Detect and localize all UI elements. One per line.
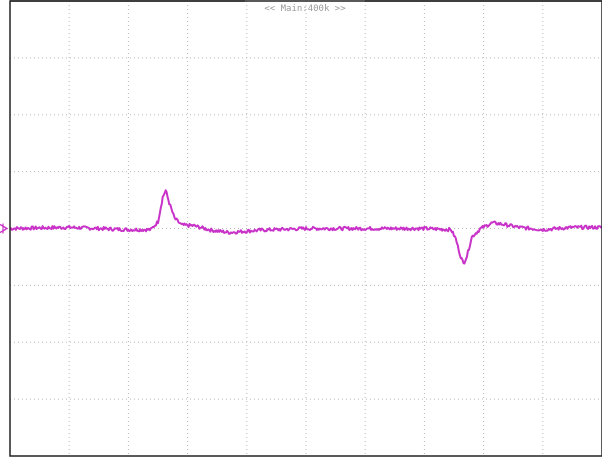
- graticule-frame: [9, 0, 602, 457]
- trace-layer: [9, 189, 602, 265]
- marker-layer: [0, 223, 9, 234]
- signal-trace-1: [9, 189, 602, 265]
- timebase-status: << Main:400k >>: [264, 4, 346, 14]
- ground-marker-icon: [0, 223, 9, 234]
